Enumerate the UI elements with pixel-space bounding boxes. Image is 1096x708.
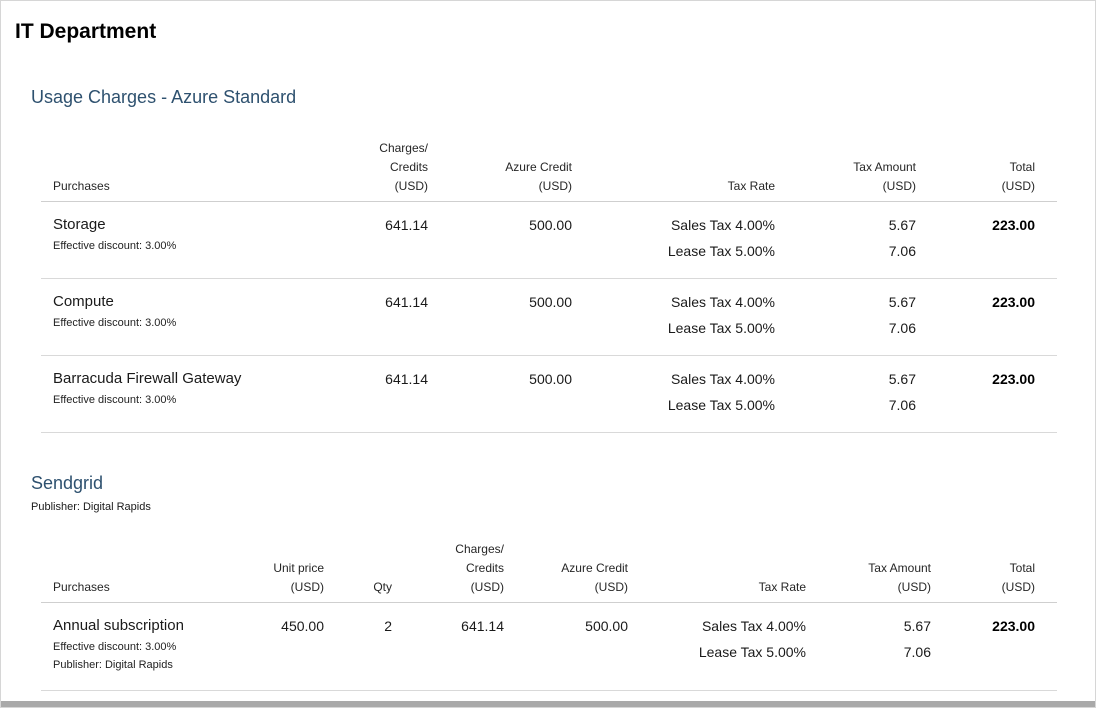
charges-credits-value: 641.14 bbox=[241, 355, 428, 433]
purchase-name: Storage bbox=[53, 216, 106, 233]
sendgrid-table: Purchases Unit price (USD) Qty Charges/ … bbox=[41, 540, 1057, 691]
tax-rate-values: Sales Tax 4.00% Lease Tax 5.00% bbox=[572, 355, 775, 433]
purchase-name: Barracuda Firewall Gateway bbox=[53, 370, 242, 387]
page-title: IT Department bbox=[15, 20, 157, 43]
column-header-tax-amount: Tax Amount (USD) bbox=[775, 139, 916, 202]
total-value: 223.00 bbox=[916, 355, 1057, 433]
column-header-total: Total (USD) bbox=[931, 540, 1057, 603]
section-heading-sendgrid: Sendgrid bbox=[31, 473, 104, 493]
publisher-note: Publisher: Digital Rapids bbox=[53, 659, 173, 671]
tax-amount-values: 5.67 7.06 bbox=[775, 355, 916, 433]
column-header-purchases: Purchases bbox=[41, 540, 241, 603]
column-header-azure-credit: Azure Credit (USD) bbox=[428, 139, 572, 202]
page-bottom-edge bbox=[1, 701, 1095, 707]
column-header-azure-credit: Azure Credit (USD) bbox=[504, 540, 628, 603]
purchase-name: Compute bbox=[53, 293, 114, 310]
qty-value: 2 bbox=[324, 602, 392, 691]
total-value: 223.00 bbox=[931, 602, 1057, 691]
table-row-storage: Storage Effective discount: 3.00% 641.14… bbox=[41, 201, 1057, 279]
tax-rate-values: Sales Tax 4.00% Lease Tax 5.00% bbox=[572, 201, 775, 279]
column-header-total: Total (USD) bbox=[916, 139, 1057, 202]
usage-table-header-row: Purchases Charges/ Credits (USD) Azure C… bbox=[41, 139, 1057, 202]
column-header-purchases: Purchases bbox=[41, 139, 241, 202]
unit-price-value: 450.00 bbox=[241, 602, 324, 691]
column-header-tax-amount: Tax Amount (USD) bbox=[806, 540, 931, 603]
total-value: 223.00 bbox=[916, 278, 1057, 356]
tax-rate-values: Sales Tax 4.00% Lease Tax 5.00% bbox=[572, 278, 775, 356]
tax-amount-values: 5.67 7.06 bbox=[775, 278, 916, 356]
azure-credit-value: 500.00 bbox=[504, 602, 628, 691]
column-header-charges-credits: Charges/ Credits (USD) bbox=[241, 139, 428, 202]
table-row-barracuda-firewall-gateway: Barracuda Firewall Gateway Effective dis… bbox=[41, 355, 1057, 433]
discount-note: Effective discount: 3.00% bbox=[53, 317, 177, 329]
section-heading-usage-charges: Usage Charges - Azure Standard bbox=[31, 87, 297, 107]
column-header-tax-rate: Tax Rate bbox=[628, 540, 806, 603]
azure-credit-value: 500.00 bbox=[428, 278, 572, 356]
column-header-qty: Qty bbox=[324, 540, 392, 603]
table-row-compute: Compute Effective discount: 3.00% 641.14… bbox=[41, 278, 1057, 356]
tax-amount-values: 5.67 7.06 bbox=[806, 602, 931, 691]
tax-amount-values: 5.67 7.06 bbox=[775, 201, 916, 279]
publisher-note: Publisher: Digital Rapids bbox=[31, 501, 151, 513]
tax-rate-values: Sales Tax 4.00% Lease Tax 5.00% bbox=[628, 602, 806, 691]
charges-credits-value: 641.14 bbox=[392, 602, 504, 691]
charges-credits-value: 641.14 bbox=[241, 278, 428, 356]
purchase-name: Annual subscription bbox=[53, 617, 184, 634]
column-header-charges-credits: Charges/ Credits (USD) bbox=[392, 540, 504, 603]
azure-credit-value: 500.00 bbox=[428, 355, 572, 433]
charges-credits-value: 641.14 bbox=[241, 201, 428, 279]
azure-credit-value: 500.00 bbox=[428, 201, 572, 279]
sendgrid-table-header-row: Purchases Unit price (USD) Qty Charges/ … bbox=[41, 540, 1057, 603]
table-row-annual-subscription: Annual subscription Effective discount: … bbox=[41, 602, 1057, 691]
usage-charges-table: Purchases Charges/ Credits (USD) Azure C… bbox=[41, 139, 1057, 433]
discount-note: Effective discount: 3.00% bbox=[53, 240, 177, 252]
column-header-tax-rate: Tax Rate bbox=[572, 139, 775, 202]
discount-note: Effective discount: 3.00% bbox=[53, 394, 177, 406]
total-value: 223.00 bbox=[916, 201, 1057, 279]
discount-note: Effective discount: 3.00% bbox=[53, 641, 177, 653]
column-header-unit-price: Unit price (USD) bbox=[241, 540, 324, 603]
